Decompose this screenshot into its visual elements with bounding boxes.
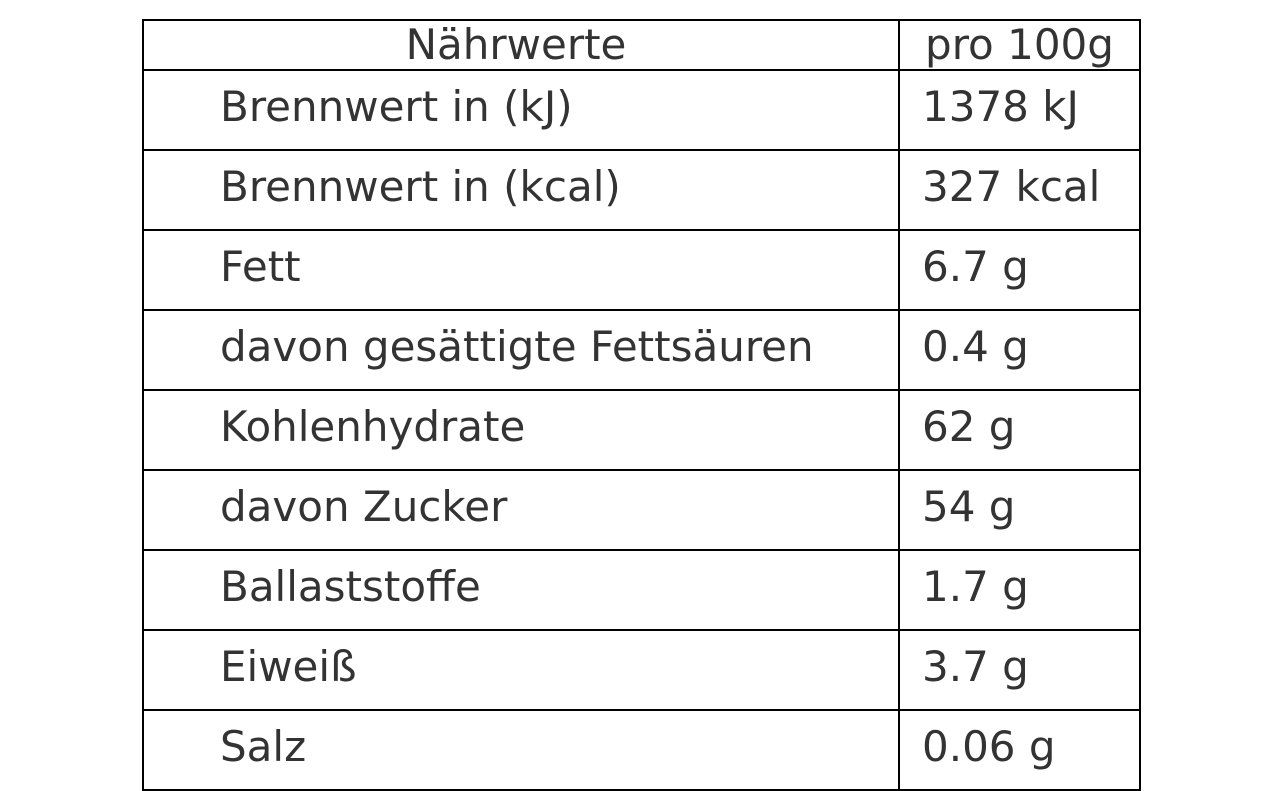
nutrient-value: 3.7 g [898,629,1141,711]
table-row: Brennwert in (kcal) 327 kcal [142,149,1141,231]
nutrient-name: davon gesättigte Fettsäuren [142,309,900,391]
table-body: Brennwert in (kJ) 1378 kJ Brennwert in (… [142,69,1141,791]
nutrient-value: 327 kcal [898,149,1141,231]
nutrient-name: Eiweiß [142,629,900,711]
table-row: Kohlenhydrate 62 g [142,389,1141,471]
table-row: Ballaststoffe 1.7 g [142,549,1141,631]
table-row: Brennwert in (kJ) 1378 kJ [142,69,1141,151]
header-per-100g: pro 100g [898,19,1141,71]
nutrient-value: 0.4 g [898,309,1141,391]
nutrition-table: Nährwerte pro 100g Brennwert in (kJ) 137… [142,19,1141,791]
nutrient-value: 0.06 g [898,709,1141,791]
nutrient-name: davon Zucker [142,469,900,551]
nutrient-name: Brennwert in (kJ) [142,69,900,151]
table-header: Nährwerte pro 100g [142,19,1141,71]
nutrient-name: Salz [142,709,900,791]
nutrient-name: Ballaststoffe [142,549,900,631]
nutrient-value: 6.7 g [898,229,1141,311]
header-row: Nährwerte pro 100g [142,19,1141,71]
nutrient-value: 62 g [898,389,1141,471]
nutrient-value: 1.7 g [898,549,1141,631]
header-nutrients: Nährwerte [142,19,900,71]
nutrient-value: 54 g [898,469,1141,551]
nutrient-name: Brennwert in (kcal) [142,149,900,231]
table-row: davon gesättigte Fettsäuren 0.4 g [142,309,1141,391]
nutrient-name: Kohlenhydrate [142,389,900,471]
table-row: Fett 6.7 g [142,229,1141,311]
nutrient-name: Fett [142,229,900,311]
table-row: Salz 0.06 g [142,709,1141,791]
table-row: Eiweiß 3.7 g [142,629,1141,711]
nutrient-value: 1378 kJ [898,69,1141,151]
table-row: davon Zucker 54 g [142,469,1141,551]
